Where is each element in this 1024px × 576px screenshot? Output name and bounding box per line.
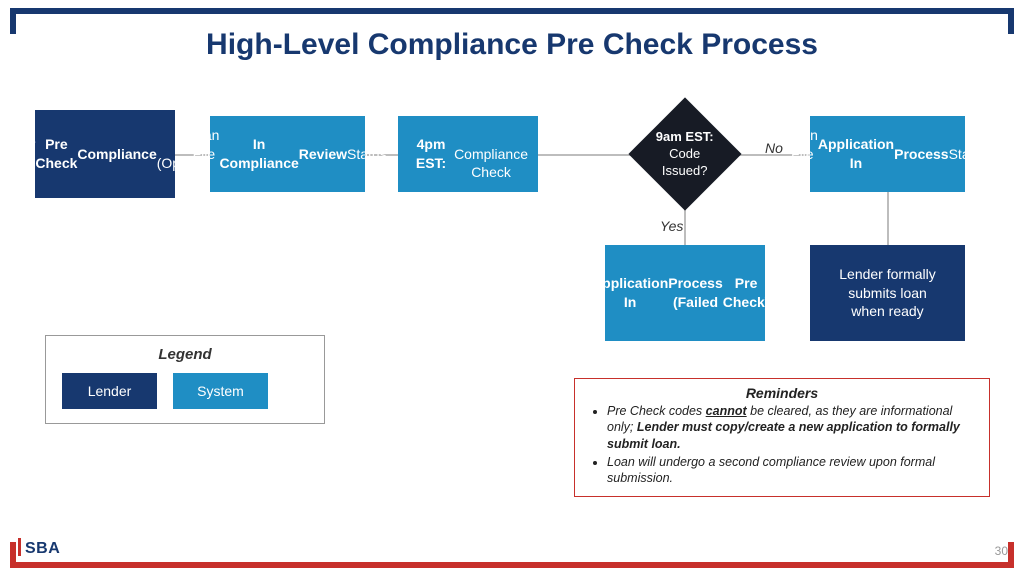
- connector: [887, 192, 889, 245]
- legend-swatch-system: System: [173, 373, 268, 409]
- reminder-item: Loan will undergo a second compliance re…: [607, 454, 977, 487]
- logo: SBA: [18, 540, 60, 558]
- node-failed-precheck: Loan File ➔Application InProcess (Failed…: [605, 245, 765, 341]
- connector: [684, 205, 686, 245]
- frame-top: [10, 8, 1014, 14]
- node-app-in-process: Loan File ➔Application InProcess Status: [810, 116, 965, 192]
- legend-title: Legend: [62, 346, 308, 363]
- reminders-box: Reminders Pre Check codes cannot be clea…: [574, 378, 990, 497]
- reminders-title: Reminders: [587, 385, 977, 401]
- reminder-item: Pre Check codes cannot be cleared, as th…: [607, 403, 977, 452]
- node-lender-clicks: Lender ClicksPre CheckCompliance(Optiona…: [35, 110, 175, 198]
- node-lender-submits: Lender formallysubmits loanwhen ready: [810, 245, 965, 341]
- legend: Legend Lender System: [45, 335, 325, 424]
- node-4pm-check: 4pm EST:ComplianceCheck: [398, 116, 538, 192]
- legend-swatch-lender: Lender: [62, 373, 157, 409]
- page-title: High-Level Compliance Pre Check Process: [0, 28, 1024, 62]
- label-no: No: [765, 140, 783, 156]
- connector: [538, 154, 635, 156]
- decision-code-issued: 9am EST:CodeIssued?: [628, 97, 741, 210]
- node-in-compliance-review: Loan File ➔In ComplianceReview Status: [210, 116, 365, 192]
- frame-bottom: [10, 562, 1014, 568]
- label-yes: Yes: [660, 218, 683, 234]
- page-number: 30: [995, 544, 1008, 558]
